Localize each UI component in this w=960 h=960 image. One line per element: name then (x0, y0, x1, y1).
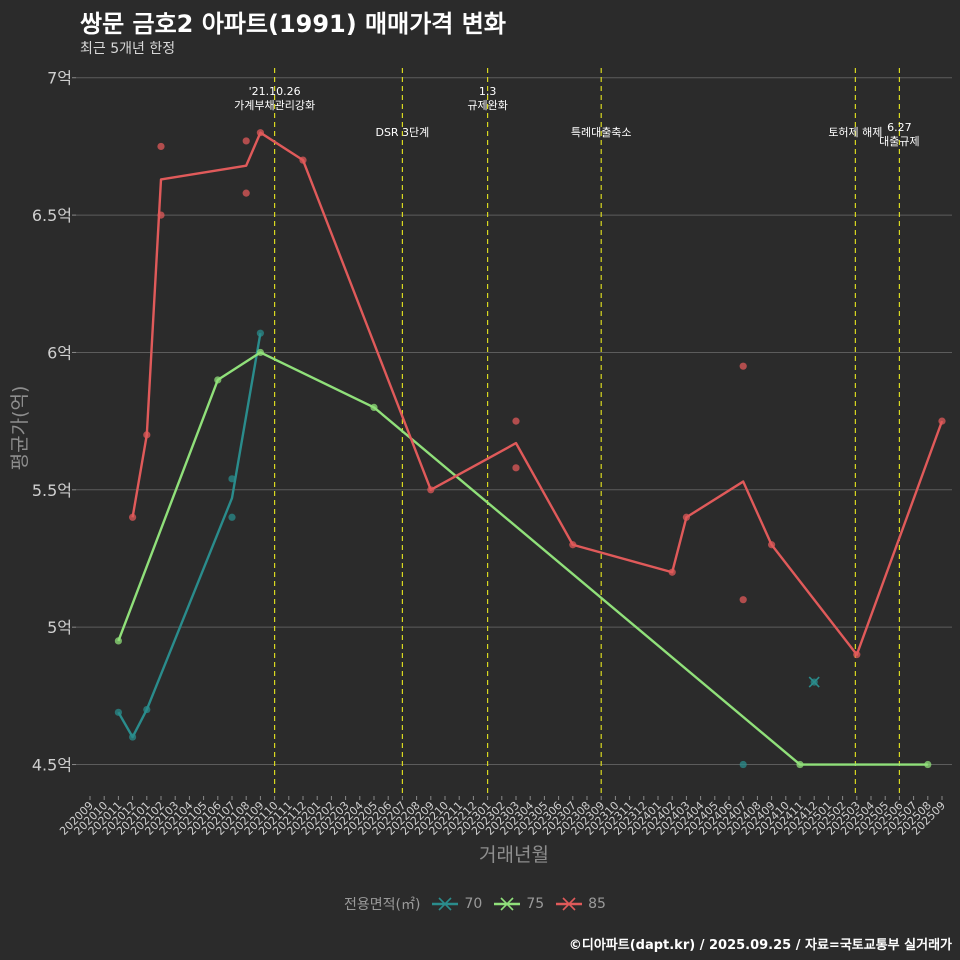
data-point-70 (256, 329, 264, 337)
data-point-85 (157, 142, 165, 151)
data-point-75 (256, 348, 264, 357)
legend-key-icon (494, 897, 521, 911)
event-label: 규제완화 (467, 99, 507, 112)
data-point-75 (370, 403, 378, 411)
data-point-85 (739, 362, 747, 370)
data-point-70 (228, 475, 236, 483)
event-label: 가계부채관리강화 (234, 99, 315, 112)
series-line-75 (117, 351, 928, 766)
data-point-70 (129, 733, 137, 741)
y-tick-label: 6억 (47, 343, 72, 362)
data-point-85 (938, 417, 946, 425)
y-tick-label: 6.5억 (32, 206, 72, 225)
series-line-70 (117, 333, 262, 739)
data-point-85 (242, 137, 250, 145)
legend-item-70: 70 (430, 896, 482, 912)
data-point-85 (299, 156, 307, 164)
y-axis-title: 평균가(억) (9, 386, 31, 471)
data-point-85 (512, 464, 520, 472)
event-label: 토허제 해제 (828, 125, 882, 139)
event-label: '21.10.26 (249, 85, 301, 98)
data-point-70 (143, 705, 151, 714)
event-label: 1.3 (479, 85, 497, 98)
series-line-85 (131, 131, 944, 656)
legend-label: 85 (588, 896, 606, 912)
data-point-70 (228, 513, 236, 521)
data-point-85 (129, 513, 137, 521)
data-point-85 (739, 596, 747, 604)
data-point-85 (157, 211, 165, 219)
source-caption: ©디아파트(dapt.kr) / 2025.09.25 / 자료=국토교통부 실… (568, 938, 952, 953)
data-point-75 (214, 376, 222, 384)
data-point-85 (512, 417, 520, 425)
event-label: 대출규제 (879, 135, 919, 148)
event-label: 특례대출축소 (571, 126, 632, 139)
legend-key-icon (432, 897, 459, 911)
event-label: DSR 3단계 (375, 126, 429, 139)
legend-label: 75 (526, 896, 545, 912)
data-point-85 (682, 513, 691, 521)
data-point-75 (114, 637, 122, 645)
chart-title: 쌍문 금호2 아파트(1991) 매매가격 변화 (80, 10, 506, 38)
data-point-70 (739, 760, 747, 769)
data-point-75 (796, 760, 804, 769)
y-tick-label: 5억 (47, 618, 72, 637)
legend-key-icon (556, 897, 583, 911)
data-point-marker-70 (808, 676, 820, 688)
data-point-85 (569, 541, 577, 549)
legend-item-75: 75 (492, 896, 544, 912)
data-point-85 (427, 486, 435, 494)
event-label: 6.27 (887, 121, 912, 134)
legend-label: 70 (464, 896, 483, 912)
y-tick-label: 5.5억 (32, 481, 72, 500)
x-axis-title: 거래년월 (479, 844, 549, 866)
data-point-75 (924, 760, 932, 769)
legend-title: 전용면적(㎡) (344, 897, 421, 913)
y-tick-label: 7억 (47, 69, 72, 88)
data-point-85 (668, 568, 676, 576)
legend-item-85: 85 (554, 896, 606, 912)
data-point-85 (768, 541, 776, 549)
legend: 전용면적(㎡) 70 75 85 (0, 894, 960, 914)
y-tick-label: 4.5억 (32, 756, 72, 775)
data-point-85 (853, 651, 861, 659)
data-point-85 (143, 431, 151, 439)
data-point-85 (256, 129, 264, 137)
data-point-70 (114, 708, 122, 716)
data-point-85 (242, 189, 250, 197)
chart-subtitle: 최근 5개년 한정 (80, 41, 176, 57)
